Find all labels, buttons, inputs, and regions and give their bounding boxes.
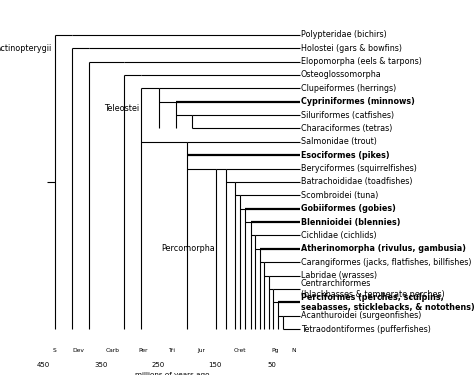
Text: Polypteridae (bichirs): Polypteridae (bichirs) xyxy=(301,30,386,39)
Text: 150: 150 xyxy=(208,363,221,369)
Text: Scombroidei (tuna): Scombroidei (tuna) xyxy=(301,191,378,200)
Text: Acanthuroidei (surgeonfishes): Acanthuroidei (surgeonfishes) xyxy=(301,311,421,320)
Text: Gobiiformes (gobies): Gobiiformes (gobies) xyxy=(301,204,396,213)
Bar xyxy=(62,346,96,354)
Text: Carb: Carb xyxy=(106,348,120,353)
Text: Actinopterygii: Actinopterygii xyxy=(0,44,52,53)
Text: Beryciformes (squirrelfishes): Beryciformes (squirrelfishes) xyxy=(301,164,417,173)
Text: 450: 450 xyxy=(37,363,50,369)
Text: 250: 250 xyxy=(151,363,164,369)
Text: Characiformes (tetras): Characiformes (tetras) xyxy=(301,124,392,133)
Text: Holostei (gars & bowfins): Holostei (gars & bowfins) xyxy=(301,44,402,53)
Bar xyxy=(287,346,300,354)
Text: Atherinomorpha (rivulus, gambusia): Atherinomorpha (rivulus, gambusia) xyxy=(301,244,466,253)
Text: Cypriniformes (minnows): Cypriniformes (minnows) xyxy=(301,97,415,106)
Text: Cichlidae (cichlids): Cichlidae (cichlids) xyxy=(301,231,376,240)
Text: Esociformes (pikes): Esociformes (pikes) xyxy=(301,151,390,160)
Bar xyxy=(263,346,287,354)
Text: millions of years ago: millions of years ago xyxy=(135,372,209,375)
Text: Blennioidei (blennies): Blennioidei (blennies) xyxy=(301,217,400,226)
Text: Elopomorpha (eels & tarpons): Elopomorpha (eels & tarpons) xyxy=(301,57,422,66)
Text: Cret: Cret xyxy=(234,348,246,353)
Text: 50: 50 xyxy=(267,363,276,369)
Bar xyxy=(156,346,186,354)
Text: Percomorpha: Percomorpha xyxy=(161,244,215,253)
Text: Per: Per xyxy=(138,348,148,353)
Bar xyxy=(218,346,263,354)
Text: Dev: Dev xyxy=(73,348,84,353)
Text: Perciformes (perches, sculpins,
seabasses, sticklebacks, & notothens): Perciformes (perches, sculpins, seabasse… xyxy=(301,292,474,312)
Text: Carangiformes (jacks, flatfishes, billfishes): Carangiformes (jacks, flatfishes, billfi… xyxy=(301,258,471,267)
Text: Salmonidae (trout): Salmonidae (trout) xyxy=(301,137,377,146)
Text: Osteoglossomorpha: Osteoglossomorpha xyxy=(301,70,382,80)
Bar xyxy=(96,346,130,354)
Text: Siluriformes (catfishes): Siluriformes (catfishes) xyxy=(301,111,394,120)
Text: S: S xyxy=(53,348,56,353)
Bar xyxy=(47,346,62,354)
Text: Jur: Jur xyxy=(198,348,206,353)
Text: Teleostei: Teleostei xyxy=(104,104,139,113)
Bar xyxy=(186,346,218,354)
Text: 350: 350 xyxy=(94,363,108,369)
Text: Labridae (wrasses): Labridae (wrasses) xyxy=(301,271,377,280)
Bar xyxy=(130,346,156,354)
Text: Pg: Pg xyxy=(271,348,279,353)
Text: Clupeiformes (herrings): Clupeiformes (herrings) xyxy=(301,84,396,93)
Text: N: N xyxy=(292,348,296,353)
Text: Batrachoididae (toadfishes): Batrachoididae (toadfishes) xyxy=(301,177,412,186)
Text: Tetraodontiformes (pufferfishes): Tetraodontiformes (pufferfishes) xyxy=(301,324,431,333)
Text: Tri: Tri xyxy=(168,348,174,353)
Text: Centrarchiformes
(blackbasses & temperate perches): Centrarchiformes (blackbasses & temperat… xyxy=(301,279,445,298)
